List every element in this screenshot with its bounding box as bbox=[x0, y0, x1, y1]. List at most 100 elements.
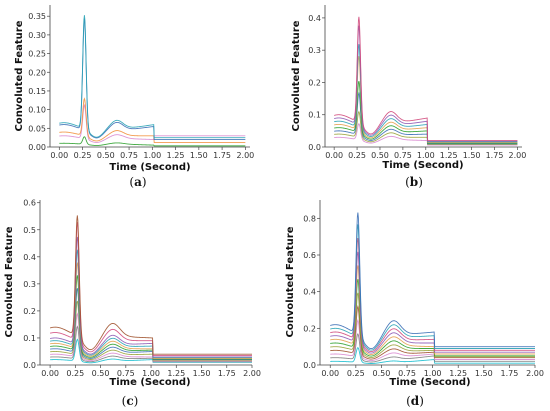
x-tick-label-d: 0.75 bbox=[398, 369, 416, 378]
x-tick-label-d: 1.50 bbox=[475, 369, 493, 378]
series-line-d-4 bbox=[330, 292, 535, 359]
series-line-d-7 bbox=[330, 251, 535, 354]
y-axis-label-b: Convoluted Feature bbox=[291, 20, 302, 131]
series-line-d-0 bbox=[330, 346, 535, 364]
series-line-c-9 bbox=[49, 222, 252, 356]
x-tick-label-c: 0.00 bbox=[41, 369, 59, 378]
y-tick-label-c: 0.3 bbox=[23, 280, 36, 289]
x-axis-label-c: Time (Second) bbox=[109, 377, 190, 388]
x-tick-label-d: 1.25 bbox=[449, 369, 467, 378]
y-tick-label-d: 0.8 bbox=[303, 214, 316, 223]
panel-d: 0.00 0.25 0.50 0.75 1.00 1.25 1.50 1.75 2.00 0.0 0… bbox=[285, 200, 544, 408]
series-line-d-2 bbox=[330, 318, 535, 361]
y-tick-label-c: 0.4 bbox=[23, 253, 36, 262]
x-tick-label-a: 1.50 bbox=[190, 151, 208, 160]
y-tick-label-c: 0.5 bbox=[23, 226, 36, 235]
y-tick-label-a: 0.05 bbox=[28, 124, 46, 133]
panel-a: 0.00 0.25 0.50 0.75 1.00 1.25 1.50 1.75 2.00 0.00… bbox=[14, 5, 254, 189]
y-tick-label-c: 0.2 bbox=[23, 307, 36, 316]
series-line-a-0 bbox=[59, 136, 246, 147]
x-tick-label-a: 0.25 bbox=[74, 151, 92, 160]
x-tick-label-a: 1.25 bbox=[167, 151, 185, 160]
x-tick-label-c: 1.00 bbox=[142, 369, 160, 378]
y-tick-label-a: 0.15 bbox=[28, 87, 46, 96]
y-tick-label-d: 0.6 bbox=[303, 251, 316, 260]
x-axis-label-d: Time (Second) bbox=[389, 377, 470, 388]
panel-label-c: (c) bbox=[122, 394, 139, 408]
x-tick-label-b: 0.00 bbox=[325, 151, 343, 160]
y-axis-label-a: Convoluted Feature bbox=[14, 20, 25, 131]
series-line-b-6 bbox=[334, 25, 518, 142]
y-tick-label-d: 0.0 bbox=[303, 361, 316, 370]
series-line-c-4 bbox=[50, 288, 252, 361]
x-tick-label-b: 1.75 bbox=[486, 151, 504, 160]
panel-label-d: (d) bbox=[406, 394, 424, 408]
x-tick-label-d: 0.25 bbox=[347, 369, 365, 378]
x-tick-label-d: 0.00 bbox=[321, 369, 339, 378]
y-axis-label-d: Convoluted Feature bbox=[285, 226, 296, 337]
x-tick-label-b: 0.25 bbox=[348, 151, 366, 160]
series-line-b-0 bbox=[334, 123, 518, 146]
series-line-d-5 bbox=[330, 279, 535, 357]
x-tick-label-a: 2.00 bbox=[236, 151, 254, 160]
x-tick-label-c: 0.50 bbox=[92, 369, 110, 378]
x-tick-label-c: 0.75 bbox=[117, 369, 135, 378]
x-tick-label-b: 1.50 bbox=[463, 151, 481, 160]
series-line-c-10 bbox=[49, 215, 252, 355]
y-tick-label-a: 0.00 bbox=[28, 143, 46, 152]
x-tick-label-d: 2.00 bbox=[526, 369, 544, 378]
x-tick-label-b: 0.75 bbox=[394, 151, 412, 160]
series-line-c-2 bbox=[50, 312, 252, 362]
series-line-b-5 bbox=[334, 44, 518, 143]
x-axis-label-a: Time (Second) bbox=[109, 162, 190, 173]
series-line-d-1 bbox=[330, 332, 535, 363]
x-tick-label-b: 2.00 bbox=[509, 151, 527, 160]
y-axis-label-c: Convoluted Feature bbox=[4, 226, 15, 337]
x-tick-label-a: 1.75 bbox=[213, 151, 231, 160]
y-tick-label-d: 0.2 bbox=[303, 324, 316, 333]
x-tick-label-a: 1.00 bbox=[143, 151, 161, 160]
x-tick-label-b: 0.50 bbox=[371, 151, 389, 160]
x-tick-label-c: 1.50 bbox=[193, 369, 211, 378]
panel-b: 0.00 0.25 0.50 0.75 1.00 1.25 1.50 1.75 2.00 0.0 0… bbox=[291, 5, 526, 189]
series-line-c-7 bbox=[50, 249, 252, 358]
series-line-a-1 bbox=[59, 103, 246, 143]
series-line-c-0 bbox=[50, 338, 252, 364]
y-tick-label-b: 0.1 bbox=[308, 111, 321, 120]
series-line-d-6 bbox=[330, 265, 535, 356]
y-tick-label-b: 0.3 bbox=[308, 46, 321, 55]
x-tick-label-c: 1.25 bbox=[167, 369, 185, 378]
series-line-a-2 bbox=[59, 97, 246, 143]
series-line-c-8 bbox=[50, 236, 252, 358]
y-tick-label-a: 0.30 bbox=[28, 31, 46, 40]
series-line-d-10 bbox=[330, 212, 535, 350]
x-tick-label-c: 2.00 bbox=[243, 369, 261, 378]
x-axis-label-b: Time (Second) bbox=[382, 160, 463, 171]
y-tick-label-b: 0.0 bbox=[308, 143, 321, 152]
y-tick-label-c: 0.1 bbox=[23, 334, 36, 343]
series-line-a-3 bbox=[59, 18, 246, 140]
x-tick-label-d: 1.00 bbox=[424, 369, 442, 378]
y-tick-label-a: 0.10 bbox=[28, 106, 46, 115]
series-line-c-1 bbox=[50, 325, 252, 363]
x-tick-label-c: 1.75 bbox=[218, 369, 236, 378]
panel-label-b: (b) bbox=[405, 175, 423, 189]
series-line-d-3 bbox=[330, 304, 535, 360]
x-tick-label-b: 1.00 bbox=[417, 151, 435, 160]
panel-label-a: (a) bbox=[129, 175, 146, 189]
y-tick-label-b: 0.4 bbox=[308, 14, 321, 23]
x-tick-label-a: 0.00 bbox=[50, 151, 68, 160]
series-line-c-3 bbox=[50, 300, 252, 361]
series-line-c-5 bbox=[50, 275, 252, 360]
series-line-d-9 bbox=[330, 224, 535, 351]
series-line-b-3 bbox=[334, 81, 518, 144]
y-tick-label-a: 0.25 bbox=[28, 50, 46, 59]
y-tick-label-d: 0.4 bbox=[303, 288, 316, 297]
series-line-c-6 bbox=[50, 262, 252, 359]
x-tick-label-d: 1.75 bbox=[500, 369, 518, 378]
series-line-b-2 bbox=[334, 91, 518, 145]
panel-c: 0.00 0.25 0.50 0.75 1.00 1.25 1.50 1.75 2.00 0.0 0… bbox=[4, 199, 261, 408]
y-tick-label-a: 0.35 bbox=[28, 12, 46, 21]
x-tick-label-a: 0.50 bbox=[97, 151, 115, 160]
